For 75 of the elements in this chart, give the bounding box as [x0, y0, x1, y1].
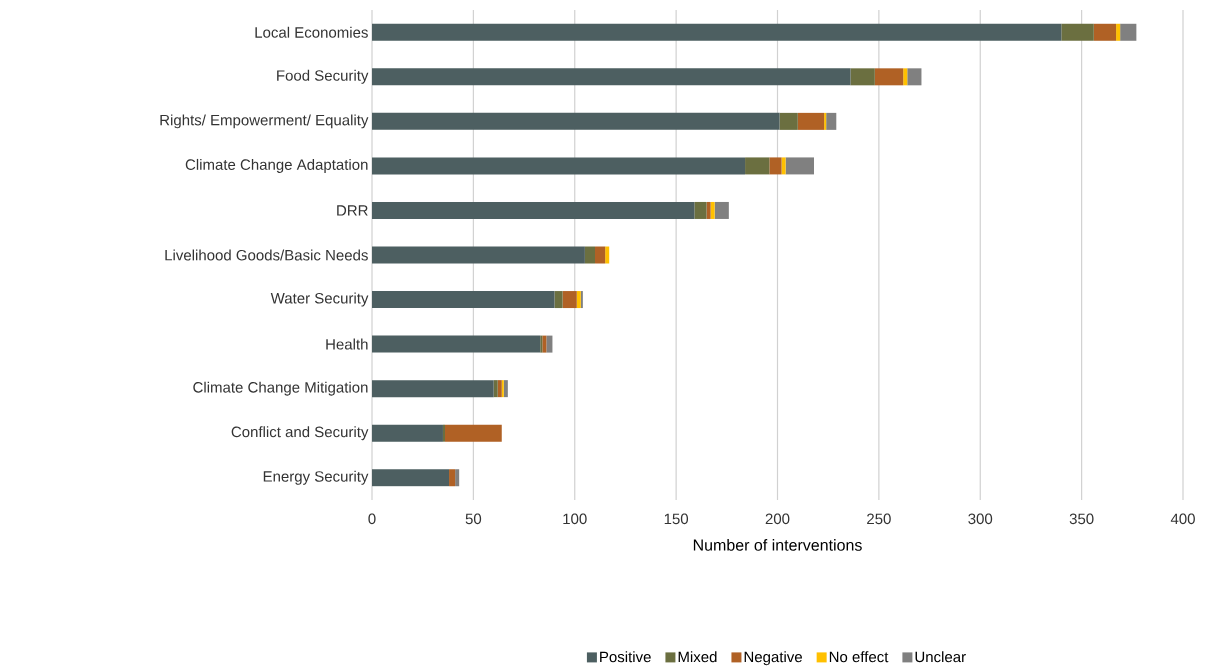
legend-label: Mixed [678, 651, 717, 663]
bar [493, 380, 498, 398]
legend-label: Positive [600, 651, 651, 663]
bar [372, 335, 541, 353]
x-tick-label: 350 [1069, 513, 1094, 525]
y-tick-label: Rights/ Empowerment/ Equality [160, 114, 369, 129]
bar [785, 157, 814, 175]
x-tick-label: 100 [563, 513, 587, 525]
bar [372, 157, 746, 175]
bar [542, 335, 547, 353]
bar [1120, 23, 1137, 41]
x-tick-label: 300 [968, 513, 993, 525]
x-tick-label: 0 [368, 513, 376, 525]
bar [779, 112, 798, 130]
bar [580, 291, 583, 309]
bar [372, 112, 780, 130]
x-tick-label: 50 [465, 513, 482, 525]
bar [903, 68, 908, 86]
x-tick-label: 150 [664, 513, 689, 525]
bar [372, 424, 443, 442]
x-tick-label: 250 [867, 513, 891, 525]
bar [797, 112, 825, 130]
bar [372, 68, 851, 86]
bar [824, 112, 827, 130]
y-tick-label: Health [326, 338, 368, 350]
bar [372, 380, 494, 398]
bar [595, 246, 606, 264]
bar [372, 201, 695, 219]
legend-label: No effect [829, 651, 889, 663]
bar [501, 380, 504, 398]
x-tick-label: 200 [765, 513, 790, 525]
bar [576, 291, 581, 309]
bar [850, 68, 875, 86]
bar [442, 424, 445, 442]
y-tick-label: Local Economies [255, 26, 368, 38]
bar [444, 424, 502, 442]
bar [497, 380, 502, 398]
bar [605, 246, 610, 264]
y-tick-label: Food Security [277, 69, 369, 84]
x-axis-title: Number of interventions [693, 539, 862, 551]
bar [584, 246, 596, 264]
x-tick-label: 400 [1170, 513, 1195, 525]
bar [826, 112, 837, 130]
bar [372, 291, 555, 309]
bar [1061, 23, 1094, 41]
legend-label: Negative [744, 651, 802, 666]
bar [769, 157, 782, 175]
bar [781, 157, 786, 175]
bar [874, 68, 904, 86]
bar [455, 469, 460, 487]
bar [503, 380, 508, 398]
bar [562, 291, 577, 309]
bar [1093, 23, 1117, 41]
bar [540, 335, 543, 353]
bar [449, 469, 456, 487]
bar [706, 201, 711, 219]
bar [554, 291, 563, 309]
bar [1116, 23, 1121, 41]
y-tick-label: Conflict and Security [231, 426, 369, 441]
y-tick-label: Climate Change Adaptation [185, 158, 368, 173]
y-tick-label: Climate Change Mitigation [193, 381, 368, 396]
bar [372, 23, 1062, 41]
y-tick-label: Livelihood Goods/Basic Needs [165, 249, 368, 261]
bar [745, 157, 770, 175]
y-tick-label: DRR [337, 205, 368, 216]
bar [694, 201, 707, 219]
bar [714, 201, 729, 219]
bar [372, 469, 450, 487]
bar [710, 201, 715, 219]
bar [546, 335, 553, 353]
bar [372, 246, 585, 264]
legend-label: Unclear [915, 651, 966, 663]
bar [907, 68, 922, 86]
y-tick-label: Water Security [270, 292, 369, 307]
y-tick-label: Energy Security [263, 470, 369, 485]
